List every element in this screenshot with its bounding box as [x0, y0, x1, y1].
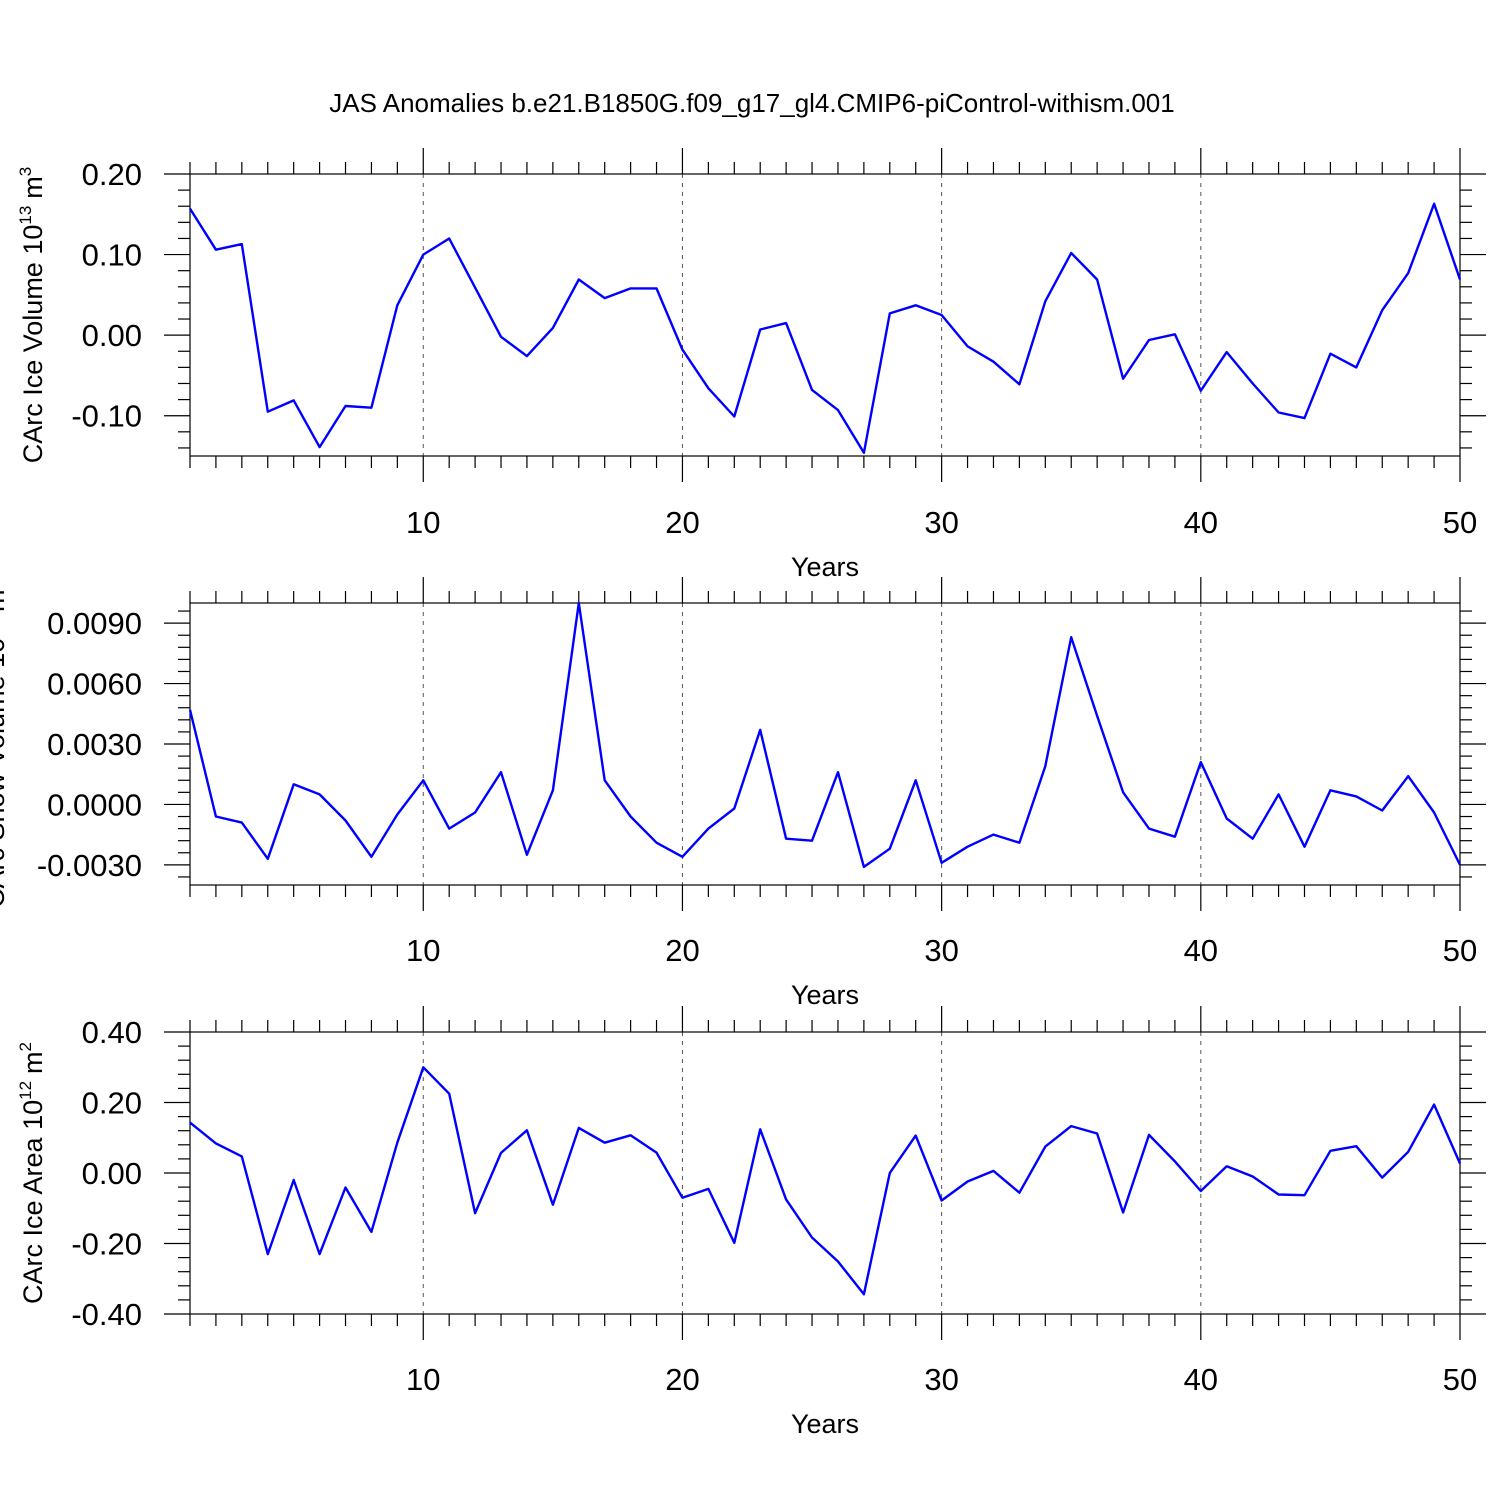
panel2-ylabel-main: CArc Snow Volume 10	[0, 638, 10, 908]
panel2-xtick-label: 20	[665, 933, 699, 968]
panel1-ytick-label: 0.20	[82, 157, 142, 192]
panel1-ytick-label: 0.10	[82, 238, 142, 273]
panel1-xtick-label: 40	[1184, 505, 1218, 540]
panel1-chart: -0.10 0.00 0.10 0.20 10 20 30 40 50 Years CArc Ice…	[16, 148, 1486, 582]
panel1-ytick-label: -0.10	[71, 399, 142, 434]
panel3-xtick-label: 10	[406, 1362, 440, 1397]
panel3-ytick-label: 0.40	[82, 1015, 142, 1050]
panel1-xtick-label: 20	[665, 505, 699, 540]
panel3-ylabel-main: CArc Ice Area 10	[18, 1100, 48, 1304]
panel3-ytick-label: 0.00	[82, 1156, 142, 1191]
panel1-xtick-label: 30	[924, 505, 958, 540]
panel3-ytick-label: -0.40	[71, 1297, 142, 1332]
panel2-ytick-label: 0.0030	[47, 727, 142, 762]
panel2-x-axis-label: Years	[791, 980, 859, 1010]
panel3-xtick-label: 50	[1443, 1362, 1477, 1397]
figure-title: JAS Anomalies b.e21.B1850G.f09_g17_gl4.C…	[329, 88, 1174, 118]
panel2-ylabel-unit: m	[0, 589, 10, 612]
panel2-xtick-label: 40	[1184, 933, 1218, 968]
panel3-ylabel-unit-exponent: 2	[16, 1042, 35, 1051]
panel3-chart: -0.40 -0.20 0.00 0.20 0.40 10 20 30 40 50 Years CAr…	[16, 1006, 1486, 1439]
panel1-xtick-label: 10	[406, 505, 440, 540]
panel2-y-axis-label: CArc Snow Volume 1013m3	[0, 580, 10, 908]
panel2-ytick-label: 0.0090	[47, 606, 142, 641]
panel3-x-axis-label: Years	[791, 1409, 859, 1439]
panel2-xtick-label: 30	[924, 933, 958, 968]
panel1-xtick-label: 50	[1443, 505, 1477, 540]
panel3-ytick-label: 0.20	[82, 1086, 142, 1121]
panel2-xtick-label: 10	[406, 933, 440, 968]
panel1-x-axis-label: Years	[791, 552, 859, 582]
panel2-ytick-label: 0.0060	[47, 667, 142, 702]
panel3-y-axis-label: CArc Ice Area 1012 m2	[16, 1042, 48, 1304]
panel2-chart: -0.0030 0.0000 0.0030 0.0060 0.0090 10 20 30 40 5…	[0, 577, 1486, 1010]
panel1-ylabel-unit-exponent: 3	[16, 167, 35, 176]
panel1-ylabel-main: CArc Ice Volume 10	[18, 225, 48, 464]
panel3-xtick-label: 40	[1184, 1362, 1218, 1397]
panel1-ylabel-unit: m	[18, 176, 48, 199]
panel2-series-line	[188, 601, 1462, 869]
panel2-xtick-label: 50	[1443, 933, 1477, 968]
panel1-plot-frame	[189, 173, 1461, 457]
panel3-plot-frame	[189, 1031, 1461, 1315]
panels: -0.10 0.00 0.10 0.20 10 20 30 40 50 Years CArc Ice…	[0, 148, 1486, 1439]
panel2-ytick-label: 0.0000	[47, 787, 142, 822]
panel2-ytick-label: -0.0030	[37, 848, 142, 883]
panel3-xtick-label: 30	[924, 1362, 958, 1397]
panel1-ylabel-exponent: 13	[16, 206, 35, 225]
panel3-series-line	[189, 1066, 1462, 1296]
panel1-y-axis-label: CArc Ice Volume 1013 m3	[16, 167, 48, 464]
panel1-ytick-label: 0.00	[82, 318, 142, 353]
panel3-ylabel-unit: m	[18, 1051, 48, 1074]
panel3-ytick-label: -0.20	[71, 1227, 142, 1262]
panel3-xtick-label: 20	[665, 1362, 699, 1397]
panel1-series-line	[188, 202, 1462, 454]
panel3-ylabel-exponent: 12	[16, 1081, 35, 1100]
